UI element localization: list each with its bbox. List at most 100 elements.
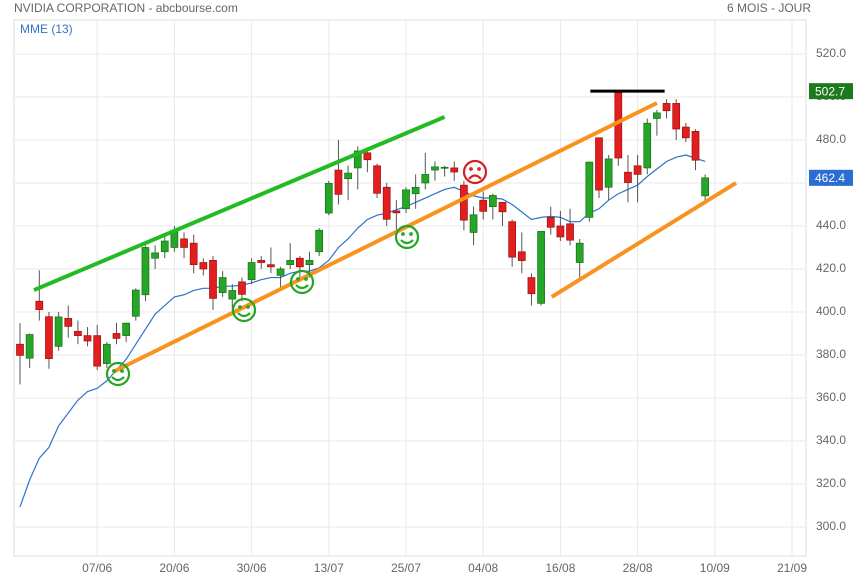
y-tick-label: 440.0	[816, 218, 846, 232]
smiley	[289, 269, 315, 295]
y-tick-label: 320.0	[816, 476, 846, 490]
y-tick-label: 360.0	[816, 390, 846, 404]
candle-body	[585, 161, 594, 218]
candle-body	[353, 150, 362, 169]
candle-body	[199, 262, 208, 270]
y-tick-label: 420.0	[816, 261, 846, 275]
candle-body	[517, 251, 526, 261]
candle-body	[575, 242, 584, 263]
candle-body	[344, 172, 352, 180]
candle-body	[45, 316, 53, 359]
candle-body	[469, 214, 478, 233]
smileys	[105, 159, 488, 387]
candle-body	[691, 131, 700, 161]
candle-body	[247, 262, 256, 281]
trend-line	[550, 181, 738, 299]
candle-body	[112, 333, 121, 339]
candle-body	[35, 300, 44, 310]
y-tick-label: 400.0	[816, 304, 846, 318]
candle-body	[566, 223, 574, 241]
candle-body	[653, 112, 661, 119]
x-tick-label: 25/07	[391, 561, 421, 575]
candle-body	[681, 126, 690, 139]
candle-body	[218, 277, 227, 293]
candle-body	[662, 103, 671, 112]
candle-body	[595, 137, 603, 191]
y-tick-label: 480.0	[816, 132, 846, 146]
candle-body	[16, 343, 24, 356]
smiley	[231, 297, 257, 323]
candle-body	[334, 169, 343, 195]
candle-body	[382, 186, 391, 220]
candle-body	[74, 330, 82, 336]
candle-body	[102, 343, 111, 364]
frown	[462, 159, 488, 185]
candle-body	[276, 268, 285, 276]
candle-body	[151, 252, 159, 259]
candle-body	[83, 335, 92, 342]
candle-body	[324, 183, 333, 214]
candle-body	[392, 210, 401, 214]
candle-body	[489, 195, 497, 207]
candle-body	[508, 221, 516, 258]
candle-body	[141, 247, 150, 296]
candle-body	[296, 257, 304, 268]
candle-body	[228, 290, 237, 300]
x-tick-label: 30/06	[237, 561, 267, 575]
candle-body	[672, 103, 681, 130]
trend-line	[111, 101, 658, 374]
candle-body	[604, 158, 613, 188]
candle-body	[643, 122, 652, 169]
candle-body	[305, 260, 314, 266]
candle-body	[498, 201, 507, 213]
candle-body	[267, 264, 275, 268]
candle-body	[160, 240, 169, 253]
chart-title: NVIDIA CORPORATION - abcbourse.com	[14, 1, 238, 15]
price-badge	[809, 169, 853, 186]
candle-body	[93, 335, 102, 367]
price-badge	[809, 83, 853, 100]
candle-body	[122, 322, 131, 336]
candle-body	[546, 217, 555, 228]
legend-ema: MME (13)	[20, 22, 73, 36]
candle-body	[131, 289, 140, 317]
candle-body	[460, 184, 468, 221]
chart-subtitle: 6 MOIS - JOUR	[727, 1, 811, 15]
smiley	[394, 224, 420, 250]
candle-body	[373, 165, 381, 194]
y-tick-label: 380.0	[816, 347, 846, 361]
candle-body	[180, 238, 188, 248]
candle-body	[624, 171, 632, 183]
candle-body	[537, 230, 545, 304]
candle-body	[556, 225, 565, 238]
candle-body	[238, 281, 246, 295]
smiley	[105, 361, 131, 387]
x-tick-label: 21/09	[777, 561, 807, 575]
x-tick-label: 04/08	[468, 561, 498, 575]
candle-body	[315, 229, 323, 253]
candle-body	[54, 316, 63, 347]
candle-body	[64, 318, 73, 327]
candle-body	[431, 166, 439, 171]
candle-body	[363, 152, 372, 161]
candle-body	[402, 189, 410, 210]
candle-body	[479, 199, 488, 212]
y-tick-label: 520.0	[816, 46, 846, 60]
candle-body	[527, 277, 536, 295]
candle-body	[209, 260, 217, 299]
candle-body	[25, 334, 34, 359]
x-tick-label: 20/06	[159, 561, 189, 575]
y-tick-label: 300.0	[816, 519, 846, 533]
candle-body	[633, 165, 642, 175]
x-tick-label: 28/08	[623, 561, 653, 575]
candle-body	[257, 260, 266, 263]
candle-body	[450, 167, 459, 173]
x-tick-label: 13/07	[314, 561, 344, 575]
x-tick-label: 07/06	[82, 561, 112, 575]
x-tick-label: 10/09	[700, 561, 730, 575]
plot-frame	[13, 19, 807, 557]
candle-body	[701, 177, 710, 197]
price-badge-label: 462.4	[815, 171, 845, 185]
y-tick-label: 340.0	[816, 433, 846, 447]
